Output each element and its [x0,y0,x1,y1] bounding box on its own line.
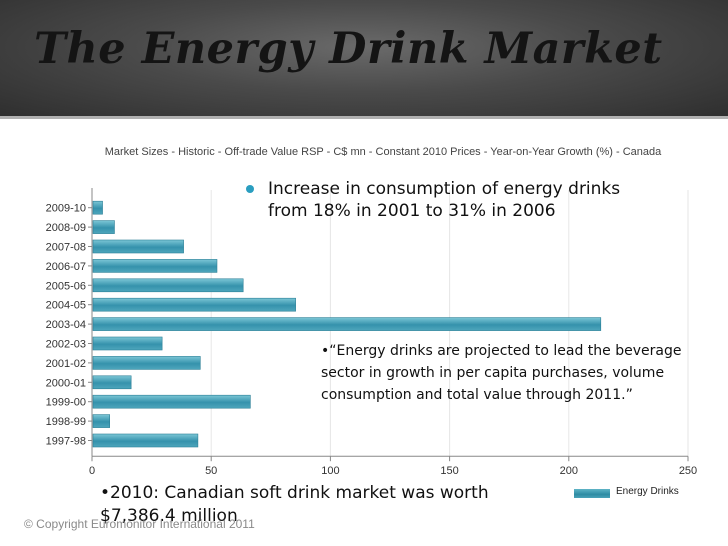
bar-2007-08 [92,239,184,254]
category-label: 1998-99 [46,416,86,428]
bar-2002-03 [92,336,163,351]
x-tick-label: 100 [321,465,339,477]
bar-2009-10 [92,200,103,215]
category-label: 2008-09 [46,222,86,234]
bullet-text: Increase in consumption of energy drinks… [268,179,621,221]
category-label: 2007-08 [46,242,86,254]
x-tick-label: 250 [679,465,697,477]
legend-label: Energy Drinks [616,486,679,497]
x-tick-label: 0 [89,465,95,477]
bar-2001-02 [92,356,201,370]
bar-2008-09 [92,220,115,234]
bullet-dot-icon [246,185,254,193]
bullet-consumption-increase: Increase in consumption of energy drinks… [246,178,626,222]
bar-1998-99 [92,414,110,428]
chart-axes [88,188,689,462]
header-divider [0,116,728,119]
category-label: 2005-06 [46,280,86,292]
category-label: 2001-02 [46,358,86,370]
category-label: 1999-00 [46,397,86,409]
bar-1999-00 [92,394,251,409]
category-label: 2009-10 [46,203,86,215]
category-label: 2003-04 [46,319,86,331]
category-label: 1997-98 [46,436,86,448]
category-label: 2000-01 [46,377,86,389]
market-size-note: •2010: Canadian soft drink market was wo… [100,483,489,526]
bar-2000-01 [92,375,132,390]
bar-2004-05 [92,297,296,312]
bar-1997-98 [92,433,199,448]
bar-2005-06 [92,278,244,293]
slide-title: The Energy Drink Market [34,24,663,74]
category-label: 2006-07 [46,261,86,273]
category-label: 2004-05 [46,300,86,312]
chart-title: Market Sizes - Historic - Off-trade Valu… [104,146,662,158]
x-tick-label: 50 [205,465,217,477]
x-tick-label: 200 [560,465,578,477]
bar-2006-07 [92,259,218,273]
category-label: 2002-03 [46,339,86,351]
chart-category-labels: 2009-10 2008-09 2007-08 2006-07 2005-06 2004-… [46,203,86,448]
slide-header [0,0,728,118]
bar-2003-04 [92,317,602,331]
projection-quote: •“Energy drinks are projected to lead th… [321,343,682,403]
chart-bars [92,200,602,448]
x-tick-label: 150 [440,465,458,477]
copyright-text: © Copyright Euromonitor International 20… [24,517,255,531]
chart-tick-labels: 0 50 100 150 200 250 [89,465,697,477]
legend-swatch [574,489,610,498]
